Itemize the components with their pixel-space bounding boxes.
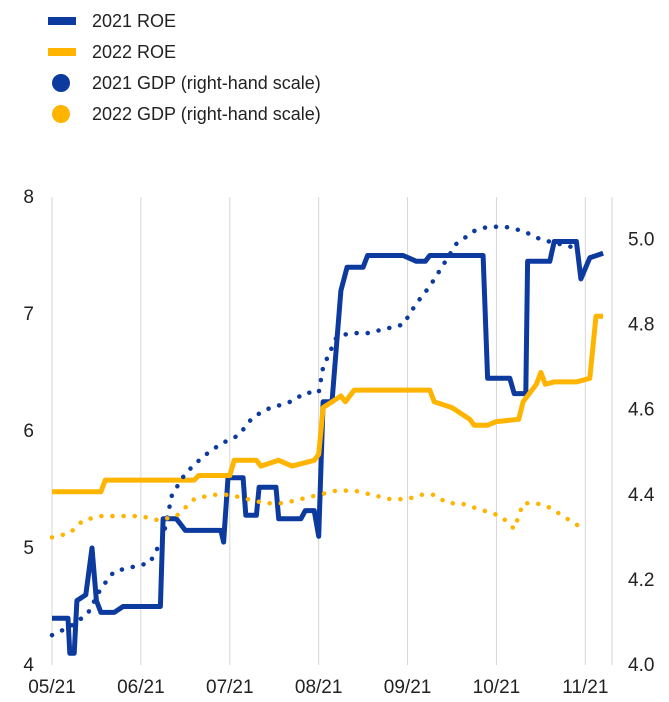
legend-label-2021-gdp-right-hand-scale: 2021 GDP (right-hand scale): [92, 73, 321, 93]
y-left-tick-label: 4: [23, 655, 34, 676]
x-tick-label: 11/21: [562, 677, 608, 698]
legend-label-2022-gdp-right-hand-scale: 2022 GDP (right-hand scale): [92, 104, 321, 124]
series-2021-gdp-right-hand-scale: [49, 224, 579, 638]
y-right-tick-label: 4.6: [628, 400, 654, 421]
legend-marker-2021-roe: [48, 17, 76, 25]
x-tick-label: 09/21: [384, 677, 432, 698]
series-2022-roe: [52, 313, 604, 495]
legend-label-2021-roe: 2021 ROE: [92, 11, 176, 31]
y-right-tick-label: 4.0: [628, 655, 654, 676]
y-right-tick-label: 4.4: [628, 485, 655, 506]
x-tick-label: 06/21: [117, 677, 165, 698]
legend-label-2022-roe: 2022 ROE: [92, 42, 176, 62]
x-tick-label: 10/21: [473, 677, 521, 698]
plot-area: 05/21 06/21 07/21 08/21 09/21 10/21 11/21 4 5 6 7 8…: [23, 187, 654, 698]
legend: 2021 ROE 2022 ROE 2021 GDP (right-hand sca…: [48, 11, 321, 124]
legend-marker-2022-roe: [48, 48, 76, 56]
y-right-tick-label: 5.0: [628, 230, 654, 251]
legend-marker-2021-gdp-right-hand-scale: [52, 74, 70, 92]
x-tick-label: 05/21: [28, 677, 76, 698]
series-2021-roe: [52, 239, 604, 656]
series-2022-gdp-right-hand-scale: [49, 488, 588, 540]
x-tick-label: 08/21: [295, 677, 343, 698]
y-left-tick-label: 5: [23, 538, 34, 559]
y-left-tick-label: 6: [23, 421, 34, 442]
x-tick-label: 07/21: [206, 677, 254, 698]
y-right-tick-label: 4.2: [628, 570, 654, 591]
y-right-tick-label: 4.8: [628, 315, 654, 336]
y-left-tick-label: 8: [23, 187, 34, 208]
legend-marker-2022-gdp-right-hand-scale: [52, 105, 70, 123]
y-left-tick-label: 7: [23, 304, 34, 325]
